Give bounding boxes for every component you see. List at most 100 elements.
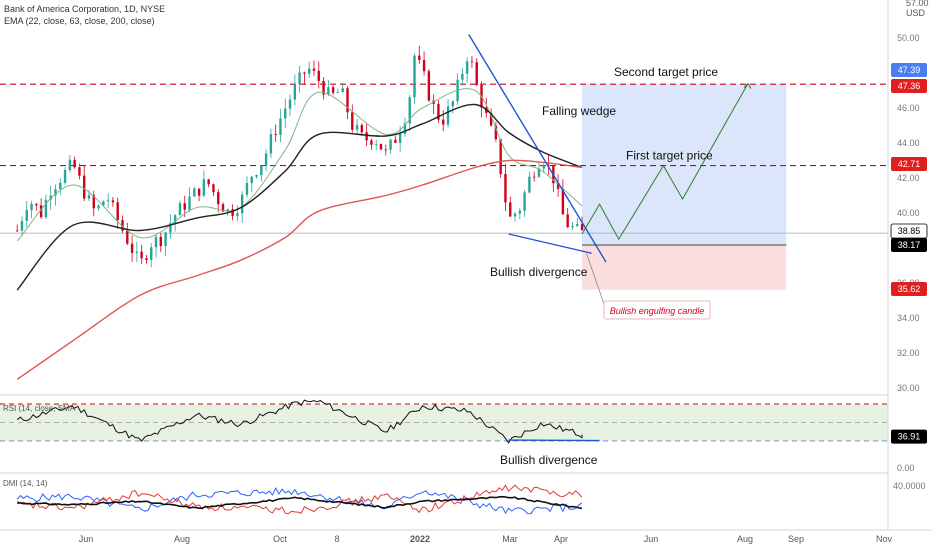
drawings: Second target price Falling wedge First ta… — [468, 34, 752, 320]
time-tick-9: Sep — [788, 534, 804, 544]
candle-body-75 — [375, 143, 378, 145]
candle-body-107 — [528, 176, 531, 193]
candle-body-89 — [442, 119, 445, 125]
price-badge-3: 38.85 — [898, 226, 921, 236]
candle-body-72 — [360, 125, 364, 133]
dmi-line-2 — [16, 484, 583, 515]
candle-body-108 — [532, 176, 536, 178]
candle-body-68 — [341, 88, 344, 93]
candle-body-59 — [298, 72, 301, 84]
candle-body-15 — [87, 194, 91, 199]
dmi-line-3 — [17, 495, 583, 510]
time-tick-8: Aug — [737, 534, 753, 544]
price-tick-0: 30.00 — [897, 383, 920, 393]
time-tick-1: Aug — [174, 534, 190, 544]
candle-body-48 — [245, 183, 249, 195]
candle-body-69 — [346, 88, 349, 113]
price-tick-2: 34.00 — [897, 313, 920, 323]
candle-body-43 — [221, 204, 225, 212]
candle-body-99 — [489, 112, 493, 126]
candle-body-41 — [212, 184, 215, 193]
candle-body-63 — [317, 70, 320, 81]
time-tick-6: Apr — [554, 534, 568, 544]
candle-body-22 — [121, 220, 124, 231]
candle-body-31 — [164, 232, 167, 247]
price-tick-7: 44.00 — [897, 138, 920, 148]
wedge-lower-line — [508, 233, 592, 254]
candle-body-70 — [351, 112, 354, 130]
candle-body-77 — [384, 149, 387, 151]
candle-body-28 — [150, 247, 153, 260]
candle-body-38 — [197, 188, 201, 196]
candle-body-58 — [293, 83, 297, 100]
candle-body-65 — [327, 87, 330, 95]
candle-body-103 — [509, 202, 512, 217]
dmi-axis-tick: 40.0000 — [893, 481, 926, 491]
candle-body-74 — [370, 140, 373, 145]
candle-body-36 — [188, 196, 191, 210]
price-tick-5: 40.00 — [897, 208, 920, 218]
candle-body-23 — [126, 230, 129, 244]
candle-body-26 — [140, 251, 143, 259]
candle-body-3 — [30, 203, 33, 211]
candle-body-57 — [288, 99, 292, 109]
candle-body-116 — [571, 225, 574, 228]
rsi-title: RSI (14, close, SMA — [3, 404, 76, 413]
price-tick-6: 42.00 — [897, 173, 920, 183]
candle-body-79 — [394, 139, 397, 143]
price-badge-5-bg — [891, 282, 927, 296]
time-tick-2: Oct — [273, 534, 288, 544]
candle-body-10 — [63, 170, 67, 183]
time-tick-7: Jun — [644, 534, 659, 544]
ema-line-1 — [16, 88, 583, 242]
second-target-label: Second target price — [614, 65, 718, 79]
price-series — [15, 45, 584, 268]
price-badge-4-bg — [891, 238, 927, 252]
candle-body-52 — [264, 153, 268, 166]
candle-body-85 — [422, 59, 426, 72]
price-badge-2-bg — [891, 157, 927, 171]
candle-body-17 — [97, 205, 100, 209]
bullish-divergence-label: Bullish divergence — [490, 265, 588, 279]
engulfing-callout-box — [603, 300, 711, 320]
price-badge-2: 42.71 — [898, 159, 921, 169]
currency-label: USD — [906, 8, 926, 18]
candle-body-83 — [413, 55, 416, 98]
candle-body-47 — [240, 194, 244, 214]
rsi-value-badge-bg — [891, 429, 927, 444]
candle-body-60 — [303, 72, 306, 74]
price-tick-8: 46.00 — [897, 103, 920, 113]
candle-body-2 — [25, 210, 28, 222]
candle-body-106 — [523, 192, 526, 211]
candle-body-33 — [173, 215, 177, 224]
candle-body-96 — [475, 62, 478, 86]
candle-body-110 — [542, 164, 545, 169]
candle-body-34 — [178, 203, 182, 216]
price-tick-1: 32.00 — [897, 348, 920, 358]
rsi-line — [16, 399, 583, 444]
candle-body-94 — [465, 61, 469, 74]
rsi-axis-tick: 0.00 — [897, 463, 915, 473]
candle-body-50 — [255, 175, 258, 177]
ema-legend: EMA (22, close, 63, close, 200, close) — [4, 16, 155, 26]
time-tick-10: Nov — [876, 534, 893, 544]
candle-body-118 — [580, 224, 584, 231]
ema-line-2 — [16, 103, 583, 291]
price-badge-5: 35.62 — [898, 284, 921, 294]
ema-line-3 — [16, 159, 583, 380]
candle-body-29 — [154, 236, 158, 248]
candle-body-62 — [312, 68, 316, 71]
target-zone — [582, 84, 787, 246]
candle-body-115 — [566, 214, 569, 228]
candle-body-12 — [73, 159, 76, 168]
candle-body-11 — [68, 159, 72, 171]
candle-body-18 — [102, 201, 105, 206]
price-badge-4: 38.17 — [898, 240, 921, 250]
candle-body-93 — [461, 73, 464, 80]
candle-body-42 — [217, 192, 220, 205]
candle-body-35 — [183, 203, 186, 210]
ema-lines — [16, 88, 583, 380]
candle-body-80 — [398, 133, 402, 143]
